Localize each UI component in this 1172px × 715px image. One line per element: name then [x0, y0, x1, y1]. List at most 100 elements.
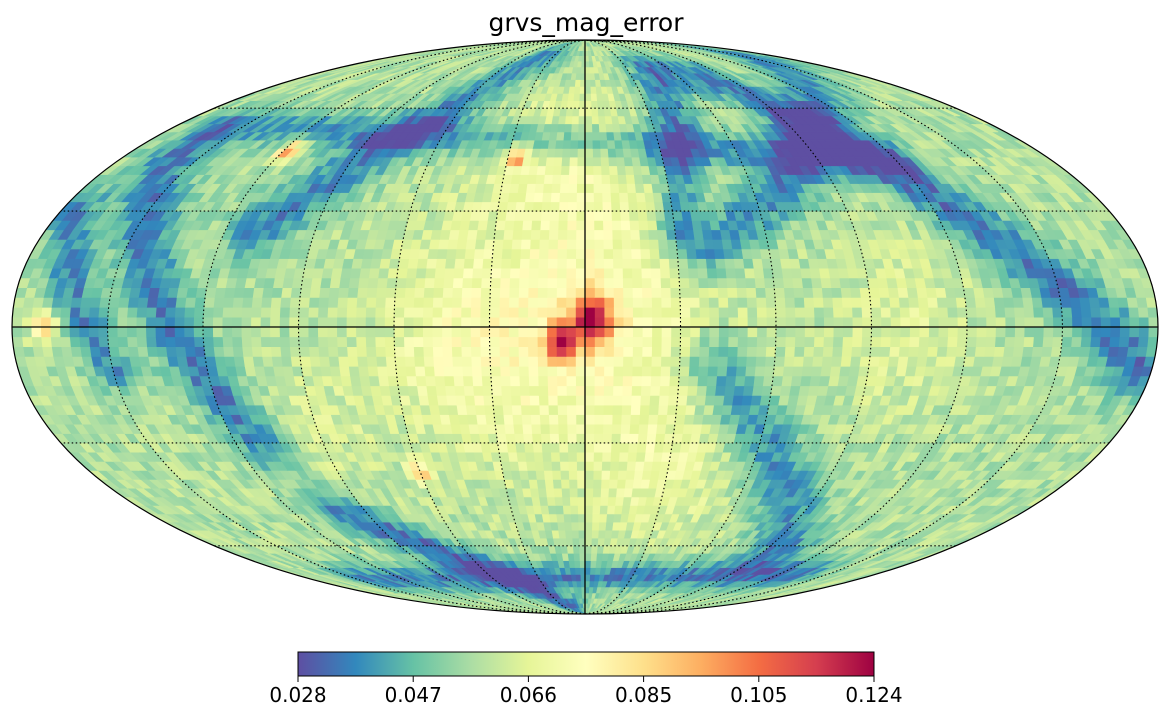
map-pixel [698, 306, 710, 318]
map-pixel [736, 346, 748, 357]
map-pixel [575, 375, 586, 387]
map-pixel [403, 326, 414, 338]
map-pixel [231, 326, 242, 338]
map-pixel [780, 267, 793, 279]
map-pixel [50, 336, 62, 348]
map-pixel [899, 316, 911, 328]
map-pixel [1004, 316, 1016, 328]
map-pixel [135, 326, 147, 338]
map-pixel [517, 326, 529, 338]
map-pixel [512, 423, 524, 434]
map-pixel [718, 336, 729, 348]
map-pixel [547, 404, 559, 415]
map-pixel [612, 385, 623, 396]
map-pixel [927, 336, 939, 348]
map-pixel [588, 586, 594, 594]
map-pixel [765, 306, 777, 318]
map-pixel [403, 297, 415, 308]
map-pixel [870, 336, 882, 348]
map-pixel [984, 336, 996, 348]
map-pixel [385, 277, 398, 289]
map-pixel [604, 529, 613, 539]
map-pixel [622, 267, 633, 279]
map-pixel [870, 316, 882, 328]
map-pixel [551, 470, 562, 480]
map-pixel [498, 316, 509, 328]
map-pixel [527, 277, 539, 289]
map-pixel [771, 375, 783, 387]
map-pixel [508, 316, 519, 328]
map-pixel [261, 287, 274, 298]
map-pixel [460, 346, 472, 357]
map-pixel [661, 442, 673, 453]
map-pixel [88, 306, 100, 318]
map-pixel [300, 365, 313, 377]
map-pixel [435, 385, 447, 396]
map-pixel [994, 336, 1006, 348]
map-pixel [707, 287, 719, 298]
map-pixel [918, 316, 930, 328]
map-pixel [298, 306, 310, 318]
map-pixel [639, 404, 650, 415]
map-pixel [556, 346, 567, 357]
map-pixel [650, 356, 662, 367]
map-pixel [841, 336, 853, 348]
map-pixel [107, 316, 118, 328]
map-pixel [651, 336, 662, 348]
map-pixel [964, 346, 976, 357]
map-pixel [613, 326, 624, 338]
map-pixel [603, 287, 614, 298]
map-pixel [641, 326, 653, 338]
map-pixel [556, 375, 567, 387]
map-pixel [947, 316, 958, 328]
map-pixel [89, 346, 101, 357]
map-pixel [308, 297, 320, 308]
map-pixel [1126, 297, 1138, 308]
map-pixel [641, 297, 653, 308]
map-pixel [327, 346, 339, 357]
map-pixel [724, 375, 736, 387]
map-pixel [487, 433, 498, 444]
map-pixel [686, 385, 698, 396]
map-pixel [727, 316, 739, 328]
map-pixel [347, 287, 359, 298]
map-pixel [562, 513, 572, 523]
map-pixel [498, 326, 509, 338]
map-pixel [699, 326, 710, 338]
map-pixel [451, 306, 462, 318]
map-pixel [377, 375, 390, 387]
map-pixel [696, 267, 708, 279]
map-pixel [508, 356, 520, 367]
map-pixel [611, 521, 621, 531]
map-pixel [1032, 336, 1044, 348]
map-pixel [985, 326, 996, 338]
map-pixel [1012, 297, 1024, 308]
map-pixel [481, 267, 492, 279]
map-pixel [260, 306, 271, 318]
map-pixel [572, 545, 580, 554]
map-pixel [746, 306, 758, 318]
map-pixel [108, 297, 120, 308]
map-pixel [557, 404, 568, 415]
map-pixel [736, 297, 748, 308]
map-pixel [632, 326, 643, 338]
map-pixel [698, 356, 709, 367]
map-pixel [813, 306, 824, 318]
map-pixel [260, 346, 272, 357]
map-pixel [431, 316, 443, 328]
map-pixel [444, 385, 456, 396]
map-pixel [631, 277, 643, 289]
map-pixel [743, 267, 755, 279]
map-pixel [403, 306, 414, 318]
map-pixel [565, 297, 576, 308]
map-pixel [614, 496, 624, 506]
map-pixel [723, 385, 735, 396]
map-pixel [860, 297, 872, 308]
map-pixel [1051, 336, 1063, 348]
map-pixel [1070, 306, 1082, 318]
map-pixel [945, 297, 957, 308]
map-pixel [611, 404, 623, 415]
map-pixel [592, 496, 601, 506]
map-pixel [1052, 326, 1063, 338]
map-pixel [317, 326, 328, 338]
